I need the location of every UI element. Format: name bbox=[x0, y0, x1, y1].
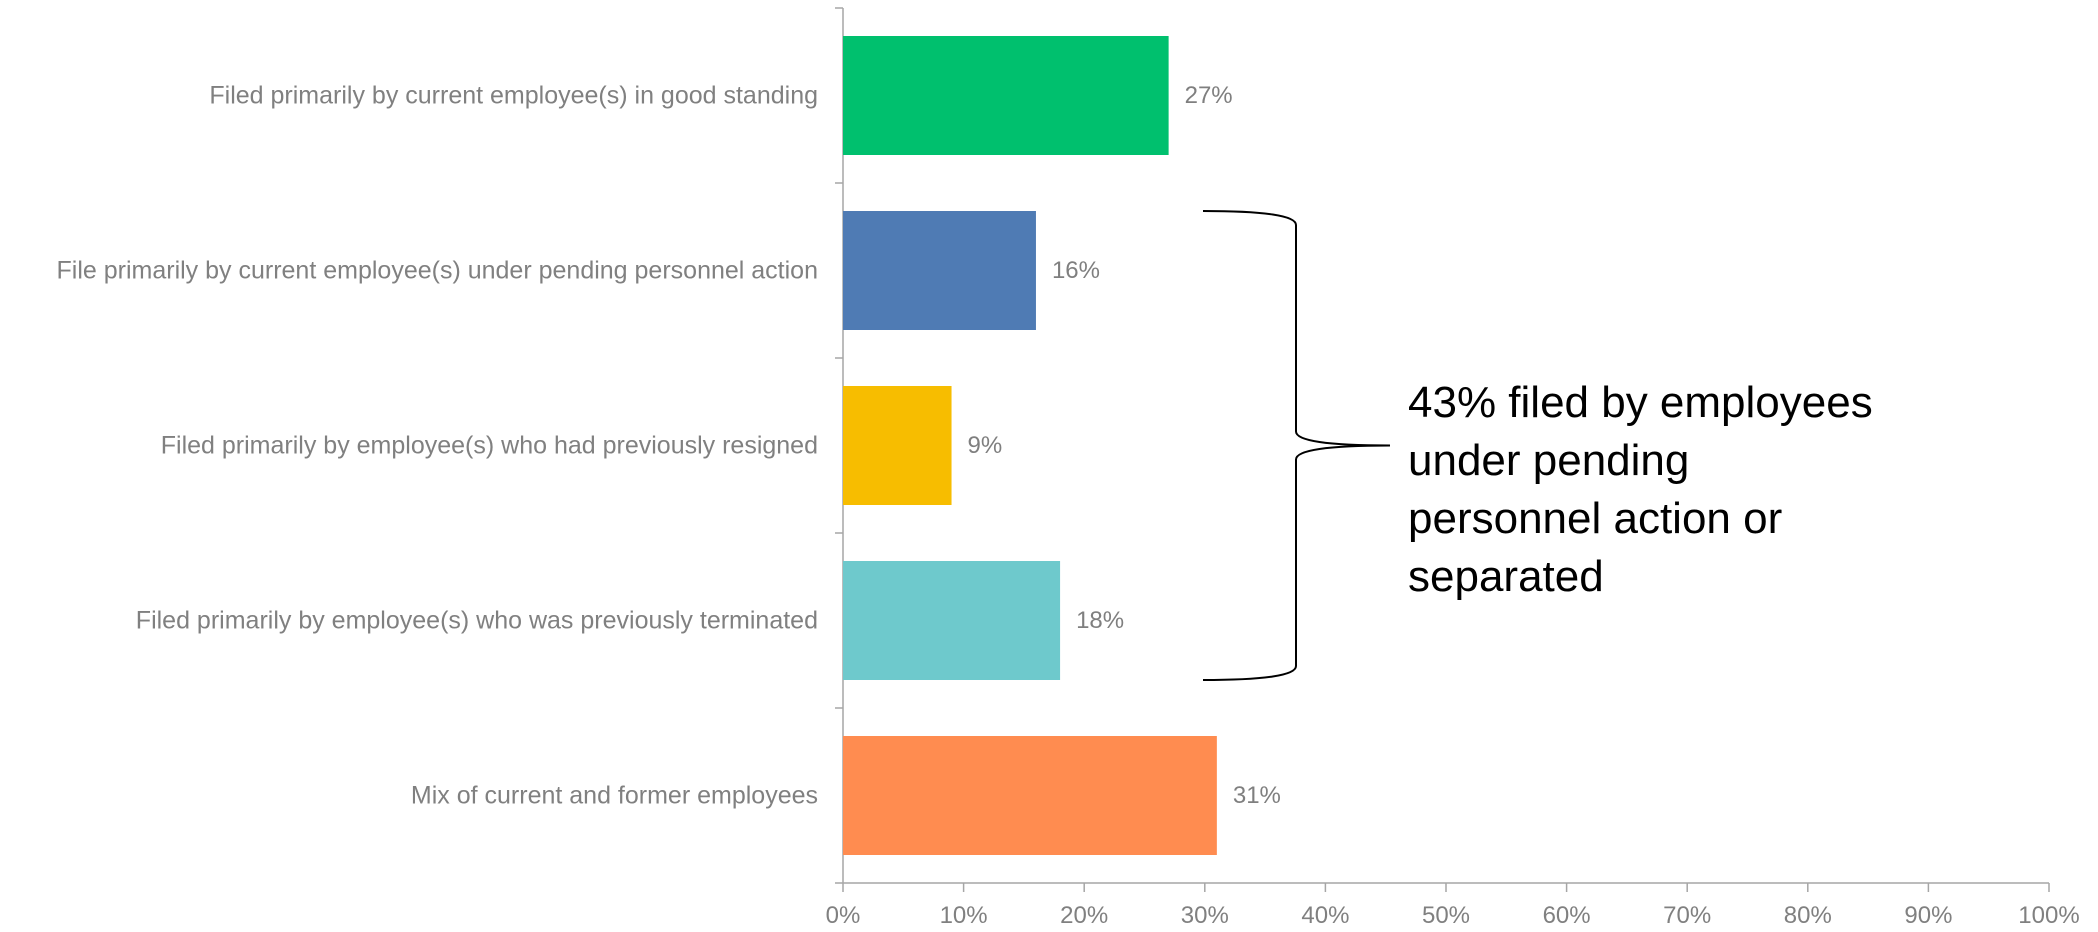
annotation-brace bbox=[1202, 210, 1391, 681]
data-label: 18% bbox=[1076, 607, 1124, 634]
bar bbox=[843, 36, 1169, 155]
annotation-text: 43% filed by employees under pending per… bbox=[1408, 374, 1968, 606]
data-label: 9% bbox=[968, 432, 1003, 459]
x-tick-label: 10% bbox=[940, 902, 988, 929]
x-tick-label: 50% bbox=[1422, 902, 1470, 929]
annotation-line: personnel action or bbox=[1408, 494, 1783, 543]
x-tick-label: 80% bbox=[1784, 902, 1832, 929]
category-label: Filed primarily by employee(s) who had p… bbox=[161, 432, 818, 460]
data-label: 27% bbox=[1185, 82, 1233, 109]
annotation-line: separated bbox=[1408, 552, 1604, 601]
category-label: Filed primarily by current employee(s) i… bbox=[209, 82, 818, 110]
bars bbox=[843, 36, 1217, 855]
bar bbox=[843, 211, 1036, 330]
bar bbox=[843, 386, 952, 505]
x-tick-label: 30% bbox=[1181, 902, 1229, 929]
x-axis-ticks: 0% 10% 20% 30% 40% 50% 60% 70% 80% 90% 100% bbox=[826, 883, 2080, 929]
x-tick-label: 60% bbox=[1543, 902, 1591, 929]
x-tick-label: 100% bbox=[2018, 902, 2079, 929]
x-tick-label: 20% bbox=[1060, 902, 1108, 929]
category-label: File primarily by current employee(s) un… bbox=[57, 257, 819, 285]
category-label: Filed primarily by employee(s) who was p… bbox=[136, 607, 818, 635]
data-label: 31% bbox=[1233, 782, 1281, 809]
category-label: Mix of current and former employees bbox=[411, 782, 818, 810]
bar bbox=[843, 736, 1217, 855]
x-tick-label: 0% bbox=[826, 902, 861, 929]
annotation-line: under pending bbox=[1408, 436, 1690, 485]
annotation-line: 43% filed by employees bbox=[1408, 378, 1873, 427]
x-tick-label: 90% bbox=[1904, 902, 1952, 929]
category-labels: Filed primarily by current employee(s) i… bbox=[57, 82, 819, 810]
data-label: 16% bbox=[1052, 257, 1100, 284]
data-labels: 27% 16% 9% 18% 31% bbox=[968, 82, 1281, 809]
x-tick-label: 70% bbox=[1663, 902, 1711, 929]
x-tick-label: 40% bbox=[1301, 902, 1349, 929]
bar bbox=[843, 561, 1061, 680]
